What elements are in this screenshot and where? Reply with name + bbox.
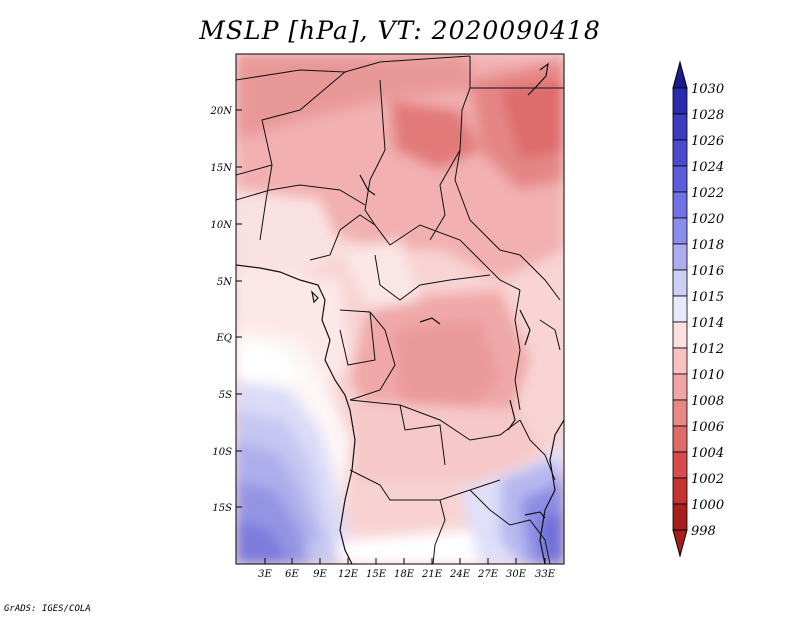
colorbar-label: 1030 [691, 82, 724, 97]
colorbar-label: 1018 [691, 238, 724, 253]
colorbar-segment [672, 477, 688, 505]
colorbar-label: 1014 [691, 316, 724, 331]
map-frame [235, 53, 565, 565]
lat-label: 5S [219, 390, 232, 401]
lat-label: 5N [217, 277, 233, 288]
colorbar-label: 1015 [691, 290, 724, 305]
lat-label: 10N [211, 220, 234, 231]
axis-ticks [236, 109, 546, 564]
country-borders [236, 55, 564, 564]
colorbar-top-arrow [672, 60, 688, 89]
lon-label: 30E [506, 569, 527, 580]
colorbar-segment [672, 269, 688, 297]
lat-label: 10S [212, 447, 232, 458]
colorbar-label: 1012 [691, 342, 724, 357]
colorbar-label: 1016 [691, 264, 724, 279]
lon-label: 21E [421, 569, 443, 580]
colorbar-segment [672, 347, 688, 375]
lon-label: 18E [394, 569, 415, 580]
lon-label: 15E [366, 569, 387, 580]
lon-label: 33E [535, 569, 556, 580]
lon-label: 9E [313, 569, 327, 580]
colorbar-segment [672, 503, 688, 531]
lon-label: 6E [285, 569, 299, 580]
lat-label: EQ [216, 333, 233, 344]
colorbar-label: 1006 [691, 420, 724, 435]
colorbar-label: 1026 [691, 134, 724, 149]
colorbar-segment [672, 321, 688, 349]
lon-label: 24E [449, 569, 471, 580]
colorbar-segment [672, 191, 688, 219]
lon-label: 12E [338, 569, 359, 580]
colorbar-label: 1008 [691, 394, 724, 409]
colorbar-label: 1020 [691, 212, 724, 227]
colorbar-segment [672, 243, 688, 271]
coastline [236, 62, 564, 564]
colorbar-label: 1022 [691, 186, 724, 201]
colorbar-segment [672, 139, 688, 167]
colorbar-bottom-arrow [672, 529, 688, 558]
chart-title: MSLP [hPa], VT: 2020090418 [199, 16, 601, 45]
lon-label: 27E [477, 569, 499, 580]
colorbar-label: 1002 [691, 472, 724, 487]
colorbar-label: 998 [691, 524, 716, 539]
colorbar-label: 1000 [691, 498, 724, 513]
colorbar-label: 1004 [691, 446, 724, 461]
colorbar-segment [672, 165, 688, 193]
colorbar-segment [672, 373, 688, 401]
lon-label: 3E [258, 569, 272, 580]
colorbar-segment [672, 295, 688, 323]
colorbar-segment [672, 399, 688, 427]
colorbar-label: 1024 [691, 160, 724, 175]
colorbar: 1030 1028 1026 1024 1022 1020 1018 1016 1015 1014… [672, 60, 724, 558]
colorbar-segment [672, 217, 688, 245]
colorbar-label: 1028 [691, 108, 724, 123]
lat-label: 20N [210, 106, 234, 117]
pressure-field [236, 54, 564, 564]
colorbar-label: 1010 [691, 368, 724, 383]
colorbar-segment [672, 87, 688, 115]
lat-label: 15S [212, 503, 232, 514]
lat-label: 15N [211, 163, 234, 174]
colorbar-segment [672, 425, 688, 453]
credit-text: GrADS: IGES/COLA [4, 604, 91, 614]
colorbar-segment [672, 113, 688, 141]
colorbar-segment [672, 451, 688, 479]
